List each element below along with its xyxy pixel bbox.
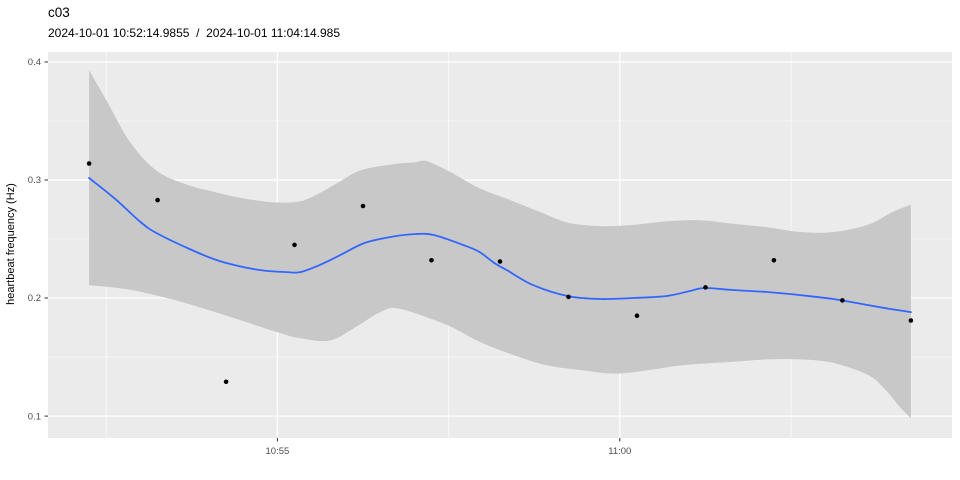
data-point: [703, 285, 708, 290]
y-tick-label: 0.4: [28, 57, 41, 68]
y-axis: 0.1 0.2 0.3 0.4: [28, 57, 48, 422]
y-tick-label: 0.2: [28, 293, 41, 304]
data-point: [771, 258, 777, 263]
data-point: [360, 203, 366, 209]
chart-title: c03: [48, 5, 70, 20]
x-axis: 10:55 11:00: [266, 438, 631, 457]
data-point: [634, 313, 640, 319]
data-point: [86, 161, 92, 166]
y-tick-label: 0.1: [28, 411, 41, 422]
chart-subtitle: 2024-10-01 10:52:14.9855 / 2024-10-01 11…: [48, 26, 341, 40]
data-point: [840, 298, 845, 303]
data-point: [292, 242, 297, 248]
data-points: [86, 161, 914, 385]
data-point: [497, 259, 503, 264]
x-tick-label: 10:55: [266, 446, 290, 457]
data-point: [223, 379, 229, 385]
y-tick-label: 0.3: [28, 175, 41, 186]
data-point: [566, 294, 571, 300]
data-point: [429, 258, 434, 263]
data-point: [908, 318, 914, 323]
smooth-line: [88, 177, 912, 313]
confidence-band: [89, 70, 911, 419]
data-point: [155, 197, 160, 203]
x-tick-label: 11:00: [608, 446, 631, 457]
